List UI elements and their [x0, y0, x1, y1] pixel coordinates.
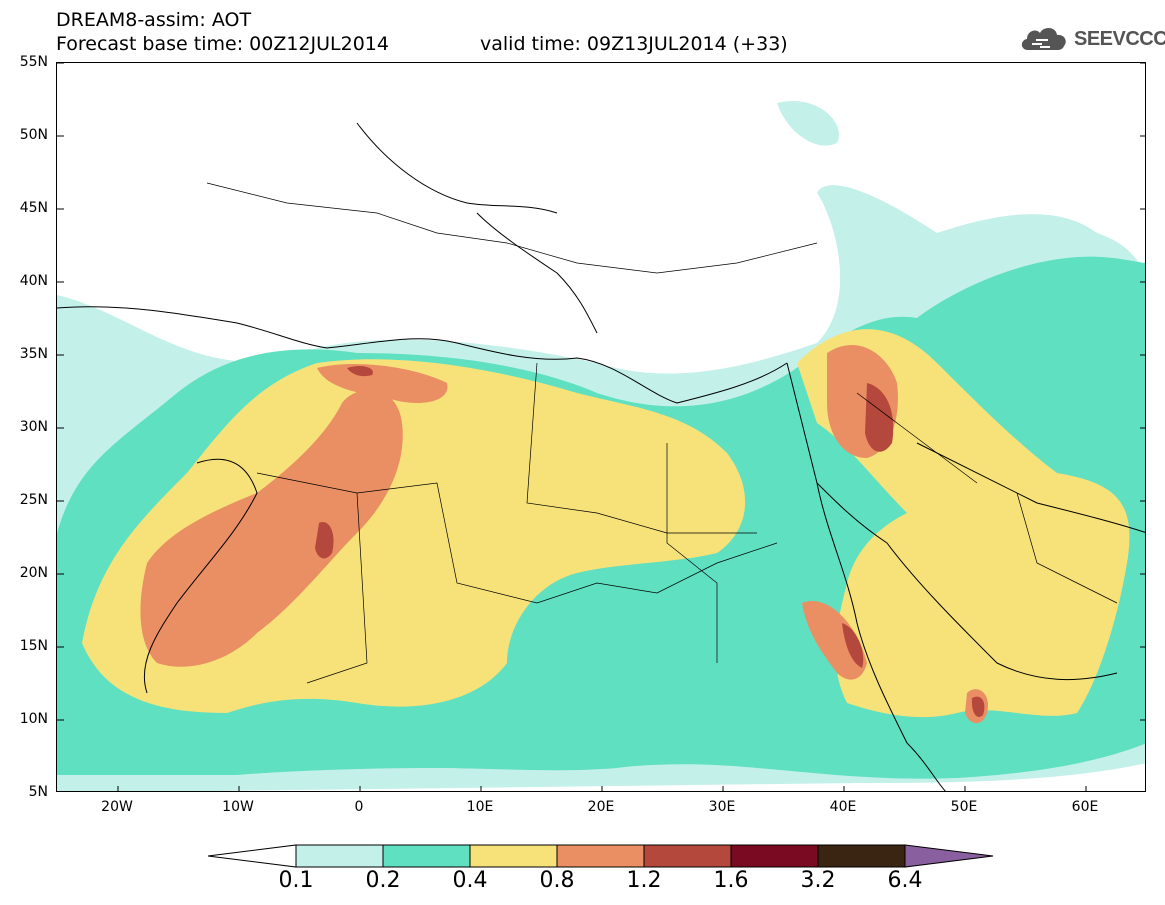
colorbar-label: 0.1	[278, 868, 314, 893]
colorbar-label: 1.6	[713, 868, 749, 893]
logo: SEEVCCC	[1018, 22, 1165, 56]
base-time-label: Forecast base time: 00Z12JUL2014	[56, 33, 389, 55]
aot-field	[57, 101, 1145, 791]
lon-label: 10W	[222, 799, 254, 815]
colorbar-label: 6.4	[887, 868, 923, 893]
aot-band-1.2	[865, 383, 894, 452]
chart-title: DREAM8-assim: AOT	[56, 9, 252, 31]
colorbar-label: 0.8	[539, 868, 575, 893]
colorbar-under-triangle	[207, 844, 297, 868]
lon-label: 20E	[587, 799, 615, 815]
colorbar-segment	[469, 844, 558, 868]
lat-label: 5N	[28, 784, 48, 800]
coastlines	[57, 122, 1145, 791]
colorbar-label: 1.2	[626, 868, 662, 893]
aot-band-0.8	[140, 389, 403, 667]
aot-map	[57, 63, 1145, 791]
lat-label: 30N	[19, 419, 48, 435]
colorbar-segment	[730, 844, 819, 868]
lon-label: 10E	[466, 799, 494, 815]
lat-label: 40N	[19, 273, 48, 289]
lat-label: 25N	[19, 492, 48, 508]
lon-label: 50E	[950, 799, 978, 815]
forecast-time-line: Forecast base time: 00Z12JUL2014 valid ti…	[56, 33, 788, 55]
colorbar-segment	[817, 844, 906, 868]
lat-label: 35N	[19, 346, 48, 362]
colorbar-segment	[382, 844, 471, 868]
colorbar-over-triangle	[904, 844, 994, 868]
colorbar-label: 0.2	[365, 868, 401, 893]
colorbar-label: 0.4	[452, 868, 488, 893]
lon-label: 30E	[708, 799, 736, 815]
logo-text: SEEVCCC	[1074, 27, 1165, 50]
lat-label: 15N	[19, 638, 48, 654]
lon-label: 40E	[829, 799, 857, 815]
country-borders	[206, 182, 1118, 684]
colorbar-segment	[295, 844, 384, 868]
map-plot	[56, 62, 1146, 792]
lat-label: 10N	[19, 711, 48, 727]
colorbar-segment	[556, 844, 645, 868]
lon-label: 60E	[1071, 799, 1099, 815]
grid-ticks	[57, 63, 1145, 791]
valid-time-label: valid time: 09Z13JUL2014 (+33)	[480, 33, 788, 55]
colorbar-segment	[643, 844, 732, 868]
lon-label: 20W	[101, 799, 133, 815]
lat-label: 50N	[19, 127, 48, 143]
colorbar-label: 3.2	[800, 868, 836, 893]
lat-label: 45N	[19, 200, 48, 216]
lon-label: 0	[354, 799, 364, 815]
lat-label: 20N	[19, 565, 48, 581]
cloud-icon	[1021, 27, 1066, 50]
lat-label: 55N	[19, 54, 48, 70]
